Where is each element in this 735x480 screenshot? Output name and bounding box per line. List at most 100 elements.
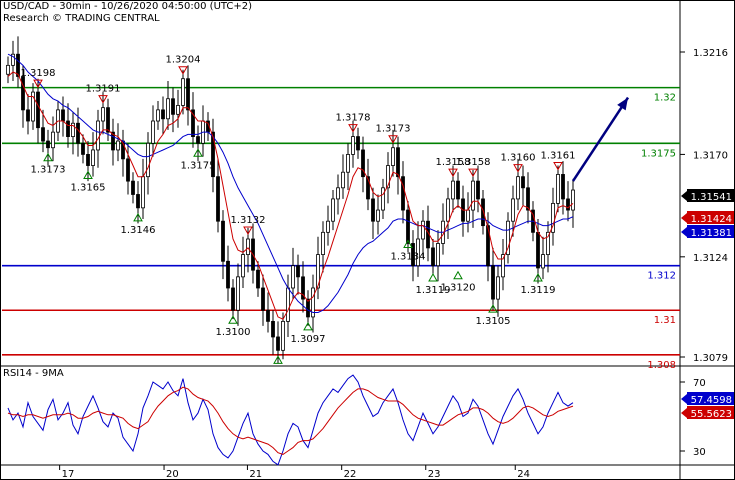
candle-body xyxy=(106,107,110,133)
peak-label: 1.3178 xyxy=(336,113,371,124)
candle-body xyxy=(286,287,290,322)
price-tag-pointer xyxy=(681,227,687,237)
candle-body xyxy=(126,158,130,182)
candle-body xyxy=(496,276,500,300)
candle-body xyxy=(331,198,335,222)
candle-body xyxy=(241,254,245,278)
trough-label: 1.3175 xyxy=(181,160,216,171)
peak-marker xyxy=(178,66,188,75)
trough-marker xyxy=(228,315,238,324)
trough-marker xyxy=(133,212,143,222)
candle-body xyxy=(171,98,175,115)
candle-body xyxy=(561,174,565,200)
candle-body xyxy=(176,105,180,115)
candle-body xyxy=(86,154,90,166)
rsi-tag-label: 55.5623 xyxy=(691,409,732,420)
candle-body xyxy=(266,309,270,322)
rsi-tick-label: 70 xyxy=(693,378,706,389)
candle-body xyxy=(91,149,95,166)
rsi-tag-pointer xyxy=(681,408,687,418)
price-tag-label: 1.31424 xyxy=(691,214,732,225)
candle-body xyxy=(571,189,575,211)
candle-body xyxy=(436,243,440,267)
candle-body xyxy=(81,142,85,155)
forecast-arrow xyxy=(571,96,630,182)
candle-body xyxy=(501,254,505,278)
candle-body xyxy=(471,180,475,211)
price-tick-label: 1.3079 xyxy=(693,353,728,364)
candle-body xyxy=(31,91,35,122)
candle-body xyxy=(101,107,105,122)
trough-marker xyxy=(428,272,438,282)
candle-body xyxy=(16,53,20,77)
trough-label: 1.3120 xyxy=(441,283,476,294)
price-tag-label: 1.31381 xyxy=(691,228,732,239)
level-label: 1.32 xyxy=(654,93,676,104)
candle-body xyxy=(236,276,240,311)
peak-label: 1.3204 xyxy=(166,55,201,66)
rsi-ma-line xyxy=(7,386,574,455)
trough-label: 1.3105 xyxy=(476,316,511,327)
candle-body xyxy=(211,131,215,178)
candle-body xyxy=(76,122,80,144)
candle-body xyxy=(216,176,220,222)
time-tick-label: 24 xyxy=(517,469,530,480)
candle-body xyxy=(161,109,165,120)
price-tick-label: 1.3216 xyxy=(693,48,728,59)
peak-label: 1.3160 xyxy=(501,153,536,164)
candle-body xyxy=(546,231,550,255)
candle-body xyxy=(131,180,135,195)
ma-fast-line xyxy=(7,71,574,320)
trough-label: 1.3119 xyxy=(416,285,451,296)
chart-title: USD/CAD - 30min - 10/26/2020 04:50:00 (U… xyxy=(3,1,253,12)
peak-label: 1.3161 xyxy=(541,150,576,161)
candle-body xyxy=(41,127,45,142)
candle-body xyxy=(231,287,235,311)
candle-body xyxy=(536,231,540,269)
candle-body xyxy=(36,91,40,129)
trough-label: 1.3119 xyxy=(521,285,556,296)
candle-body xyxy=(446,198,450,222)
candle-body xyxy=(111,131,115,151)
candle-body xyxy=(526,187,530,211)
candle-body xyxy=(361,149,365,178)
trough-label: 1.3100 xyxy=(216,327,251,338)
candle-body xyxy=(66,120,70,137)
peak-marker xyxy=(468,168,478,178)
trough-label: 1.3134 xyxy=(391,252,426,263)
price-tag-box xyxy=(687,225,734,238)
candle-body xyxy=(61,109,65,122)
price-tag-pointer xyxy=(681,191,687,201)
candle-body xyxy=(551,202,555,233)
candle-body xyxy=(431,247,435,267)
candle-body xyxy=(196,136,200,144)
candle-body xyxy=(141,176,145,209)
candle-body xyxy=(421,220,425,240)
trough-label: 1.3165 xyxy=(71,183,106,194)
candle-body xyxy=(466,209,470,222)
candle-body xyxy=(406,209,410,244)
candle-body xyxy=(366,176,370,200)
candle-body xyxy=(451,180,455,200)
trough-marker xyxy=(488,304,498,313)
peak-marker xyxy=(513,164,523,173)
candle-body xyxy=(476,180,480,200)
time-tick-label: 23 xyxy=(428,469,441,480)
candle-body xyxy=(301,276,305,300)
peak-label: 1.3198 xyxy=(21,68,56,79)
time-tick-label: 20 xyxy=(166,469,179,480)
candle-body xyxy=(11,53,15,66)
candle-body xyxy=(96,120,100,151)
candle-body xyxy=(116,140,120,151)
candle-body xyxy=(316,254,320,289)
candle-body xyxy=(341,171,345,189)
candle-body xyxy=(491,265,495,300)
candle-body xyxy=(181,78,185,106)
trough-marker xyxy=(453,270,463,280)
trough-marker xyxy=(533,272,543,282)
candle-body xyxy=(71,122,75,137)
candle-body xyxy=(371,198,375,222)
trough-label: 1.3173 xyxy=(31,165,66,176)
